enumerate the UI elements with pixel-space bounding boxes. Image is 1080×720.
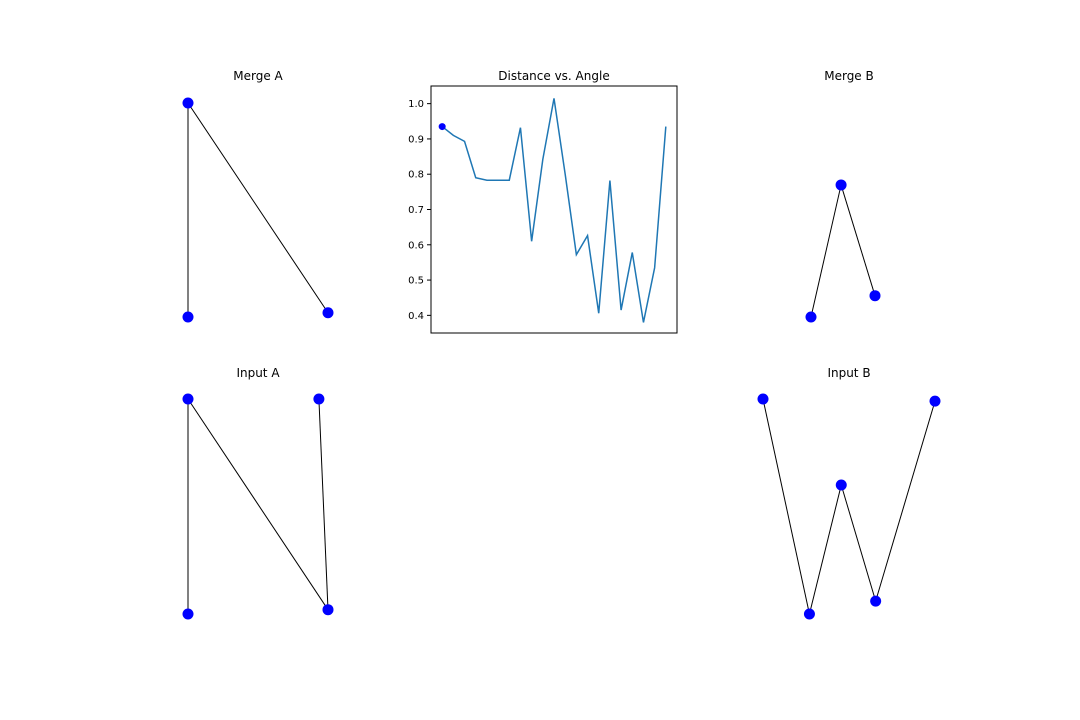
input-b-points — [757, 393, 941, 620]
merge-a-title: Merge A — [233, 69, 283, 83]
y-tick-label-0: 0.4 — [408, 311, 424, 322]
input-b-edge-3 — [875, 401, 936, 602]
merge-b-edges — [810, 184, 876, 318]
input-b-edge-1 — [808, 484, 842, 615]
input-b-title: Input B — [827, 366, 870, 380]
y-tick-label-2: 0.6 — [408, 240, 424, 251]
input-b-edge-0 — [762, 398, 810, 615]
panel-input-b: Input B — [757, 366, 941, 620]
input-b-node-1 — [803, 608, 815, 620]
merge-b-title: Merge B — [824, 69, 874, 83]
merge-a-points — [182, 97, 334, 323]
merge-a-node-1 — [182, 311, 194, 323]
merge-a-edges — [187, 102, 329, 317]
merge-b-edge-1 — [840, 184, 876, 296]
y-tick-label-3: 0.7 — [408, 205, 424, 216]
merge-a-node-2 — [322, 307, 334, 319]
merge-b-node-0 — [805, 311, 817, 323]
input-a-edges — [187, 398, 329, 614]
panel-merge-a: Merge A — [182, 69, 334, 323]
input-a-points — [182, 393, 334, 620]
panel-merge-b: Merge B — [805, 69, 881, 323]
distance-angle-line — [441, 98, 667, 323]
input-a-node-2 — [322, 604, 334, 616]
input-a-node-1 — [182, 608, 194, 620]
input-a-node-0 — [182, 393, 194, 405]
input-a-edge-2 — [318, 398, 329, 610]
distance-angle-axes-frame — [430, 85, 678, 334]
y-tick-label-5: 0.9 — [408, 134, 424, 145]
input-a-edge-1 — [187, 398, 329, 610]
y-tick-label-4: 0.8 — [408, 170, 424, 181]
merge-a-edge-1 — [187, 102, 329, 313]
input-b-edge-2 — [840, 484, 877, 602]
merge-b-node-1 — [835, 179, 847, 191]
distance-angle-start-marker — [438, 123, 446, 131]
input-a-node-3 — [313, 393, 325, 405]
input-b-node-0 — [757, 393, 769, 405]
input-b-node-4 — [929, 395, 941, 407]
panel-distance-angle: Distance vs. Angle 0.4 0.5 0.6 0.7 0.8 0.9 1.0 — [408, 69, 678, 334]
panel-input-a: Input A — [182, 366, 334, 620]
merge-a-node-0 — [182, 97, 194, 109]
input-b-edges — [762, 398, 936, 615]
distance-angle-series — [438, 98, 667, 323]
y-tick-label-6: 1.0 — [408, 99, 424, 110]
y-tick-label-1: 0.5 — [408, 276, 424, 287]
distance-angle-y-ticks: 0.4 0.5 0.6 0.7 0.8 0.9 1.0 — [408, 99, 431, 322]
merge-b-node-2 — [869, 290, 881, 302]
input-b-node-2 — [835, 479, 847, 491]
merge-b-edge-0 — [810, 184, 842, 318]
input-b-node-3 — [870, 595, 882, 607]
distance-angle-title: Distance vs. Angle — [498, 69, 609, 83]
merge-b-points — [805, 179, 881, 323]
input-a-title: Input A — [236, 366, 280, 380]
